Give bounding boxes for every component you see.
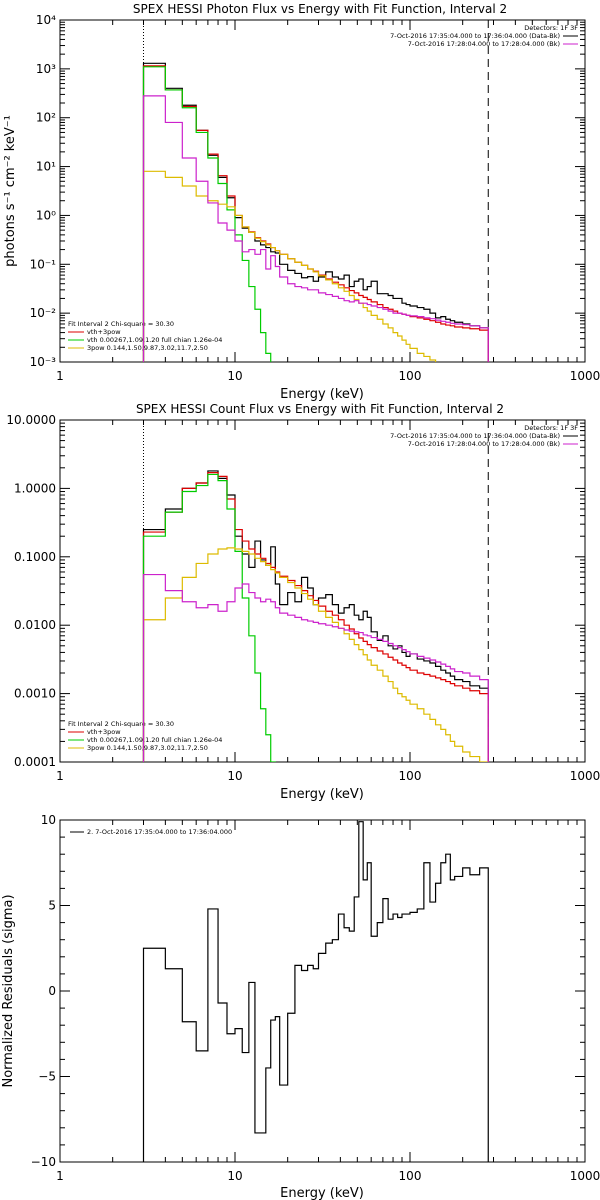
photon-flux-series-1 — [142, 65, 489, 362]
residuals-y-tick-label: 5 — [48, 899, 56, 913]
photon-flux-y-axis-label: photons s⁻¹ cm⁻² keV⁻¹ — [3, 115, 18, 267]
count-flux-legend-top: 7-Oct-2016 17:35:04.000 to 17:36:04.000 … — [390, 432, 578, 448]
count-flux-series-3 — [142, 547, 489, 762]
photon-flux-y-tick-label: 10⁻² — [30, 306, 57, 320]
residuals-y-tick-label: −10 — [31, 1155, 56, 1169]
residuals-legend: 2. 7-Oct-2016 17:35:04.000 to 17:36:04.0… — [70, 828, 232, 836]
photon-flux-y-tick-label: 10⁴ — [36, 13, 56, 27]
count-flux-series-4 — [142, 573, 489, 762]
photon-flux-panel: SPEX HESSI Photon Flux vs Energy with Fi… — [3, 2, 600, 402]
photon-flux-legend-data: 7-Oct-2016 17:35:04.000 to 17:36:04.000 … — [390, 32, 560, 40]
count-flux-x-tick-label: 100 — [399, 769, 422, 783]
residuals-plot-frame — [59, 819, 586, 1163]
photon-flux-series-0 — [142, 62, 489, 362]
photon-flux-series-3 — [142, 170, 437, 362]
residuals-legend-text: 2. 7-Oct-2016 17:35:04.000 to 17:36:04.0… — [87, 828, 232, 836]
count-flux-x-tick-label: 10 — [227, 769, 242, 783]
photon-flux-x-tick-label: 1000 — [570, 369, 600, 383]
count-flux-legend-bottom: Fit Interval 2 Chi-square = 30.30 vth+3p… — [68, 720, 222, 752]
residuals-x-tick-label: 100 — [399, 1169, 422, 1183]
residuals-y-axis-label: Normalized Residuals (sigma) — [1, 894, 16, 1087]
photon-flux-y-tick-label: 10⁻³ — [30, 355, 57, 369]
photon-flux-x-tick-label: 10 — [227, 369, 242, 383]
photon-flux-y-tick-label: 10³ — [36, 62, 56, 76]
residuals-x-tick-label: 1000 — [570, 1169, 600, 1183]
count-flux-y-tick-label: 0.1000 — [14, 550, 56, 564]
count-flux-legend-vth: vth 0.00267,1.09,1.20 full chian 1.26e-0… — [87, 736, 222, 744]
photon-flux-legend-vth: vth 0.00267,1.09,1.20 full chian 1.26e-0… — [87, 336, 222, 344]
count-flux-series-1 — [142, 472, 489, 762]
count-flux-y-tick-label: 10.0000 — [6, 413, 56, 427]
residuals-y-tick-label: −5 — [38, 1070, 56, 1084]
count-flux-legend-total: vth+3pow — [87, 728, 121, 736]
count-flux-y-tick-label: 0.0100 — [14, 618, 56, 632]
photon-flux-title: SPEX HESSI Photon Flux vs Energy with Fi… — [133, 2, 507, 16]
photon-flux-legend-total: vth+3pow — [87, 328, 121, 336]
photon-flux-plot-frame — [59, 19, 586, 363]
photon-flux-legend-bottom: Fit Interval 2 Chi-square = 30.30 vth+3p… — [68, 320, 222, 352]
photon-flux-x-tick-label: 100 — [399, 369, 422, 383]
count-flux-detectors: Detectors: 1F 3F — [524, 424, 578, 432]
photon-flux-y-tick-label: 10⁰ — [36, 208, 56, 222]
photon-flux-detectors: Detectors: 1F 3F — [524, 24, 578, 32]
count-flux-y-tick-label: 0.0010 — [14, 687, 56, 701]
photon-flux-x-tick-label: 1 — [56, 369, 64, 383]
photon-flux-y-tick-label: 10¹ — [36, 160, 56, 174]
photon-flux-legend-3pow: 3pow 0.144,1.50,9.87,3.02,11.7,2.50 — [87, 344, 208, 352]
count-flux-x-axis-label: Energy (keV) — [280, 787, 364, 802]
photon-flux-series-2 — [142, 66, 272, 362]
count-flux-y-tick-label: 1.0000 — [14, 481, 56, 495]
count-flux-legend-3pow: 3pow 0.144,1.50,9.87,3.02,11.7,2.50 — [87, 744, 208, 752]
count-flux-title: SPEX HESSI Count Flux vs Energy with Fit… — [136, 402, 504, 416]
photon-flux-series-4 — [142, 95, 489, 362]
residuals-y-tick-label: 0 — [48, 984, 56, 998]
residuals-y-tick-label: 10 — [41, 813, 56, 827]
count-flux-series-2 — [142, 473, 276, 762]
photon-flux-legend-bk: 7-Oct-2016 17:28:04.000 to 17:28:04.000 … — [408, 40, 560, 48]
photon-flux-legend-top: 7-Oct-2016 17:35:04.000 to 17:36:04.000 … — [390, 32, 578, 48]
residuals-series-0 — [142, 821, 489, 1162]
residuals-panel: 2. 7-Oct-2016 17:35:04.000 to 17:36:04.0… — [1, 813, 600, 1200]
residuals-x-axis-label: Energy (keV) — [280, 1186, 364, 1200]
count-flux-series-0 — [142, 470, 489, 762]
residuals-x-tick-label: 1 — [56, 1169, 64, 1183]
count-flux-panel: SPEX HESSI Count Flux vs Energy with Fit… — [6, 402, 600, 802]
photon-flux-fit-info: Fit Interval 2 Chi-square = 30.30 — [68, 320, 174, 328]
residuals-x-tick-label: 10 — [227, 1169, 242, 1183]
count-flux-x-tick-label: 1 — [56, 769, 64, 783]
count-flux-legend-data: 7-Oct-2016 17:35:04.000 to 17:36:04.000 … — [390, 432, 560, 440]
count-flux-fit-info: Fit Interval 2 Chi-square = 30.30 — [68, 720, 174, 728]
photon-flux-y-tick-label: 10⁻¹ — [30, 257, 57, 271]
photon-flux-x-axis-label: Energy (keV) — [280, 387, 364, 402]
count-flux-plot-frame — [59, 419, 586, 763]
count-flux-y-tick-label: 0.0001 — [14, 755, 56, 769]
photon-flux-y-tick-label: 10² — [36, 111, 56, 125]
count-flux-x-tick-label: 1000 — [570, 769, 600, 783]
count-flux-legend-bk: 7-Oct-2016 17:28:04.000 to 17:28:04.000 … — [408, 440, 560, 448]
